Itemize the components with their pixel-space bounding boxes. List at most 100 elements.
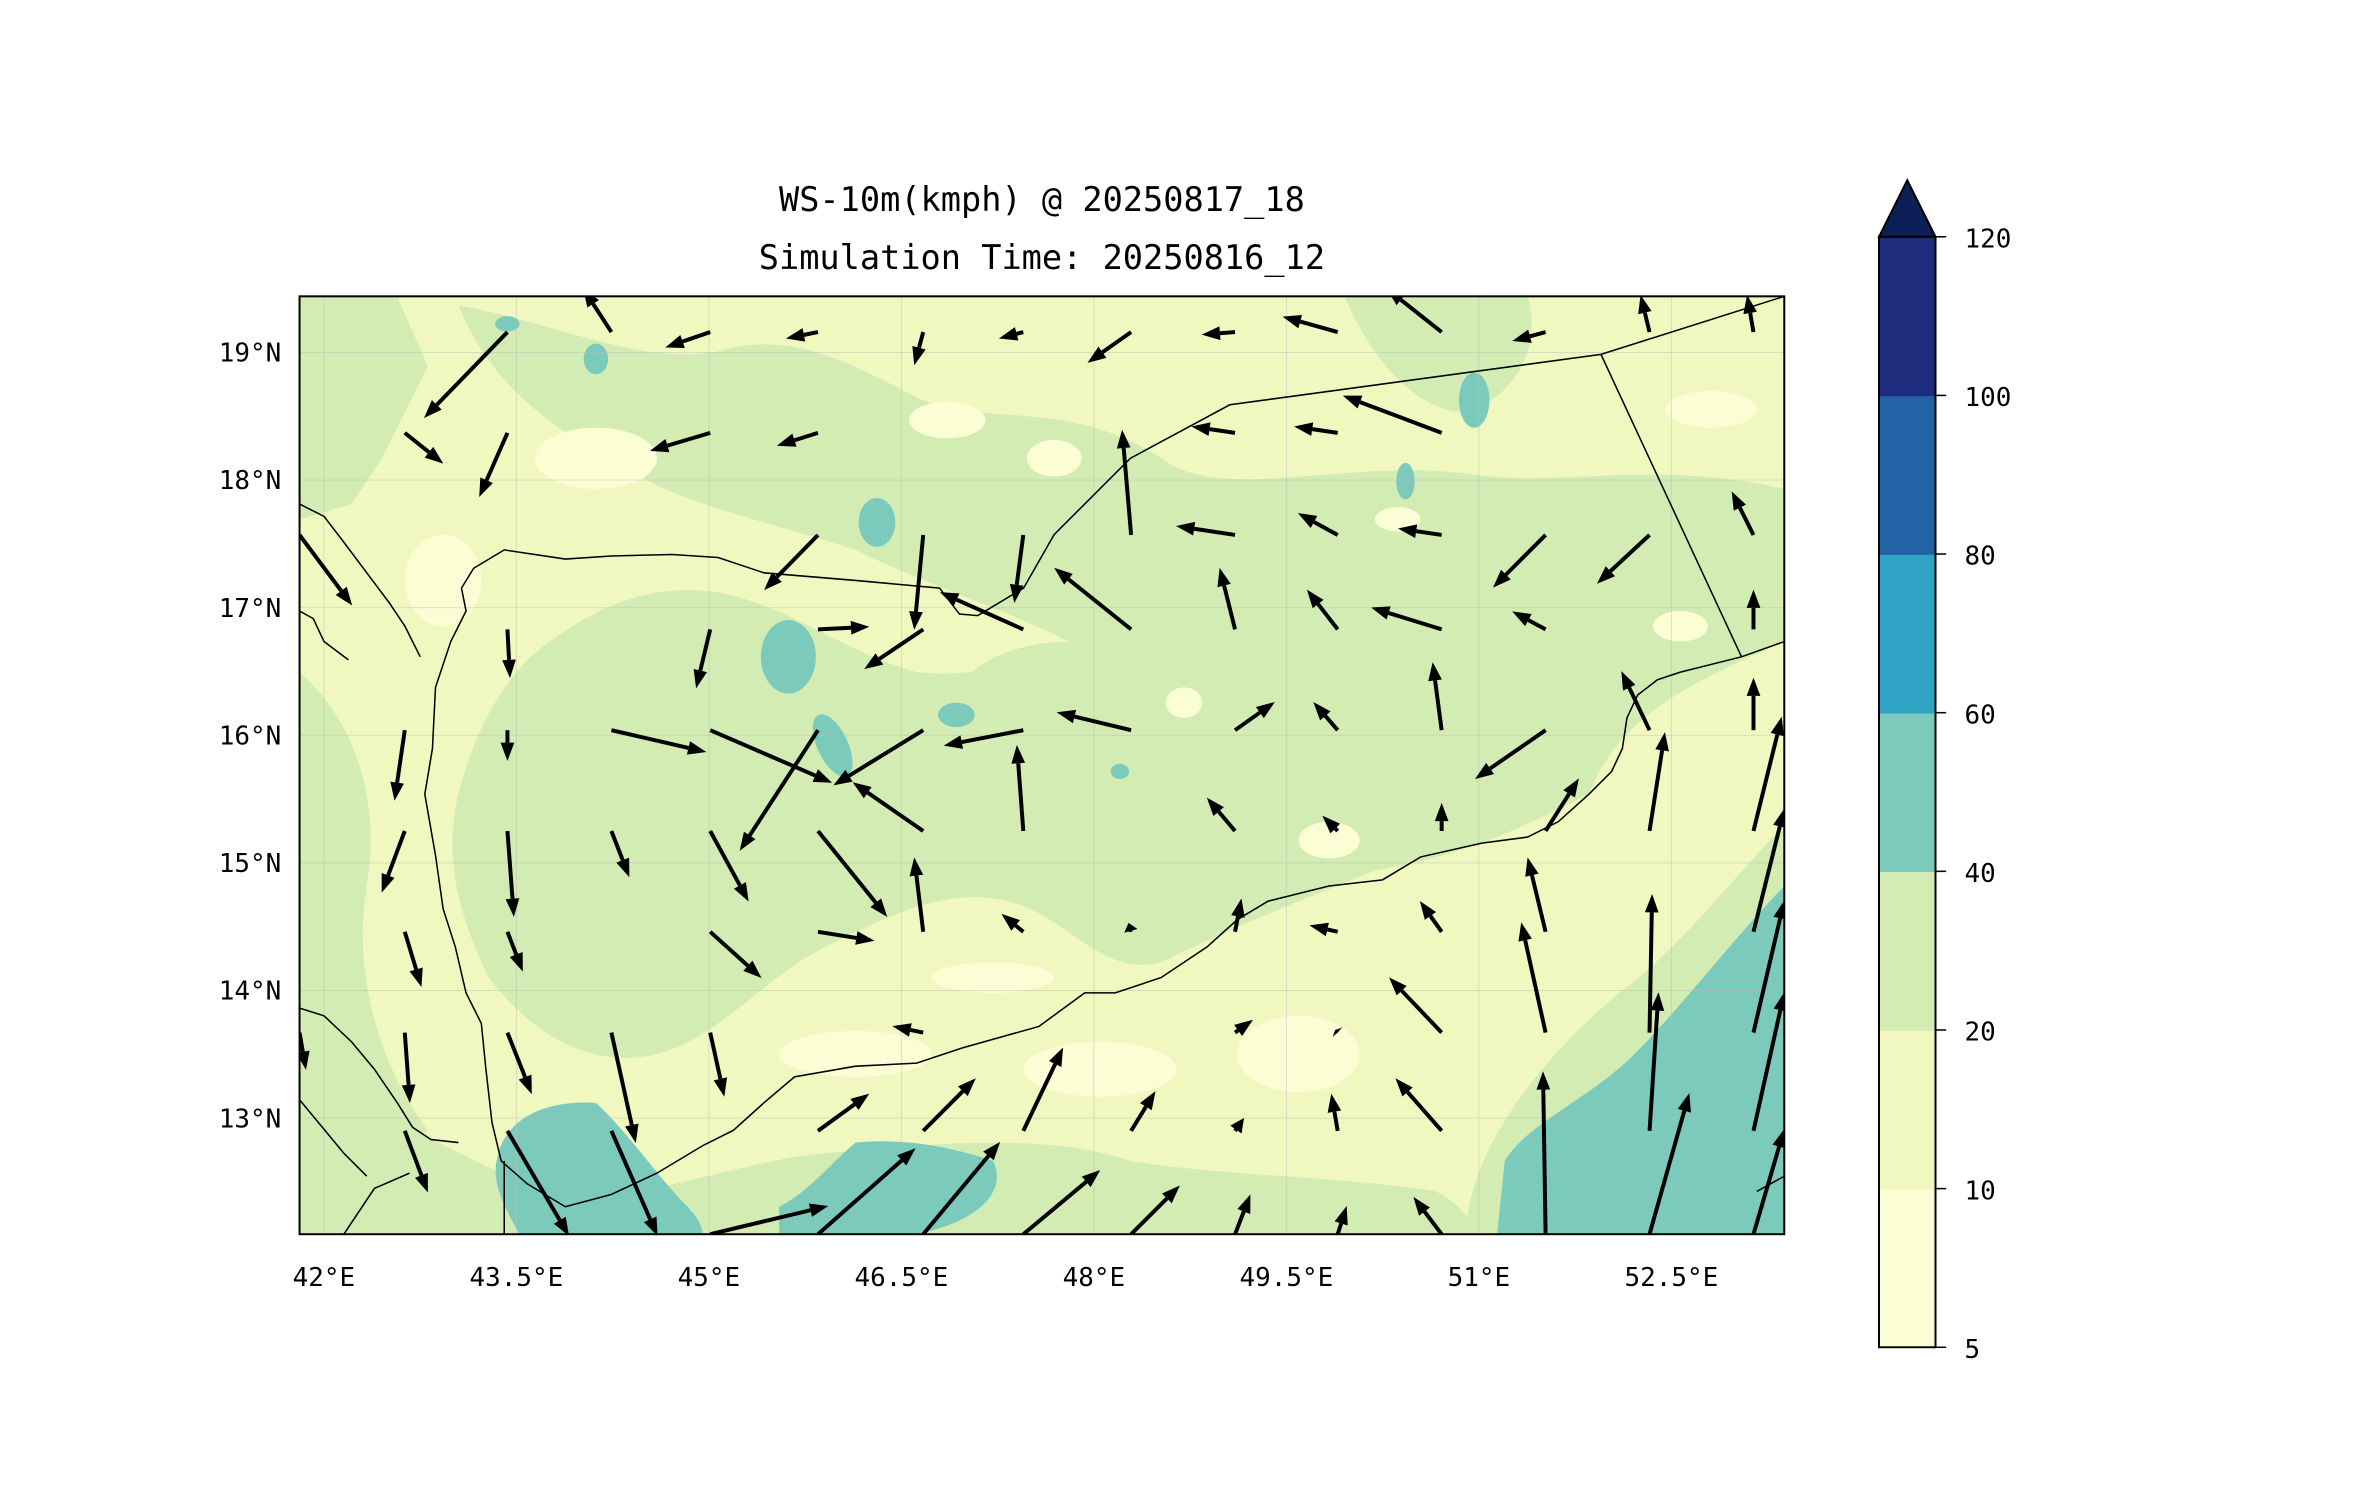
wind-arrow-head	[958, 1078, 976, 1097]
socotra-coast	[1756, 1175, 1785, 1193]
wind-arrow-shaft	[681, 330, 711, 344]
wind-arrow-head	[713, 1077, 728, 1097]
wind-arrow	[1191, 422, 1236, 436]
wind-arrow	[1124, 922, 1138, 933]
wind-arrow-shaft	[609, 830, 625, 861]
wind-arrow-shaft	[1400, 989, 1444, 1034]
wind-arrow	[739, 729, 820, 851]
wind-arrow	[1297, 513, 1339, 537]
wind-arrow-shaft	[775, 533, 820, 579]
wind-arrow-head	[1773, 992, 1785, 1012]
colorbar-segment	[1878, 1029, 1936, 1190]
wind-arrow-shaft	[698, 628, 713, 672]
wind-arrow	[1751, 716, 1784, 832]
wind-arrow-shaft	[402, 1032, 411, 1086]
wind-arrow-shaft	[709, 728, 817, 778]
wind-arrow	[1282, 314, 1339, 334]
wind-arrow-shaft	[1022, 1180, 1088, 1235]
wind-arrow	[764, 533, 820, 591]
wind-arrow-head	[1655, 732, 1669, 752]
wind-arrow-head	[1054, 567, 1073, 585]
wind-arrow-head	[983, 1141, 1001, 1161]
wind-arrow-shaft	[1751, 917, 1783, 1034]
wind-arrow-head	[1536, 1071, 1551, 1090]
wind-arrow	[505, 931, 523, 972]
wind-arrow-head	[1140, 1091, 1156, 1111]
wind-arrow-head	[852, 782, 872, 799]
wind-arrow-head	[409, 967, 423, 987]
y-tick-label: 19°N	[219, 339, 282, 369]
colorbar-tick-label: 120	[1965, 224, 2012, 254]
wind-arrow-head	[776, 433, 797, 447]
wind-arrow	[1428, 662, 1444, 731]
wind-arrow-shaft	[1121, 447, 1134, 536]
wind-arrow-shaft	[1101, 330, 1133, 354]
wind-arrow	[1206, 797, 1237, 833]
wind-arrow-shaft	[1332, 1111, 1340, 1132]
wind-vectors	[299, 296, 1785, 1235]
wind-arrow-head	[1428, 662, 1442, 682]
wind-arrow	[1512, 611, 1547, 632]
wind-arrow-head	[1234, 1019, 1254, 1037]
wind-arrow	[609, 1130, 658, 1235]
wind-arrow-head	[1770, 716, 1784, 737]
wind-arrow-head	[299, 1050, 310, 1070]
wind-arrow	[381, 830, 407, 893]
wind-arrow	[1054, 567, 1133, 631]
wind-arrow-head	[390, 781, 404, 801]
wind-arrow-shaft	[1359, 400, 1443, 435]
wind-arrow	[1233, 1194, 1251, 1235]
wind-arrow	[1391, 296, 1443, 334]
wind-arrow-shaft	[402, 1130, 424, 1176]
wind-arrow	[939, 592, 1025, 632]
wind-arrow	[816, 829, 888, 917]
wind-arrow	[1398, 524, 1442, 539]
x-axis-ticks: 42°E 43.5°E 45°E 46.5°E 48°E 49.5°E 51°E 52.5°E	[293, 1263, 1719, 1293]
wind-arrow-shaft	[610, 728, 689, 750]
wind-arrow	[1536, 1071, 1551, 1235]
wind-arrow-head	[1217, 567, 1231, 588]
wind-arrow-shaft	[1233, 916, 1240, 933]
wind-arrow-head	[850, 1093, 870, 1110]
wind-arrow-head	[1309, 922, 1329, 937]
wind-arrow-head	[415, 1172, 428, 1193]
wind-arrow-shaft	[816, 1158, 904, 1235]
wind-arrow-head	[1518, 922, 1532, 942]
wind-arrow-head	[864, 653, 884, 670]
wind-arrow-head	[1124, 922, 1138, 933]
wind-arrow-head	[1434, 802, 1449, 822]
wind-arrow-head	[892, 1023, 912, 1037]
wind-arrow-head	[909, 611, 923, 630]
wind-arrow-head	[584, 296, 599, 308]
wind-arrow-head	[424, 400, 442, 419]
y-tick-label: 16°N	[219, 721, 282, 751]
wind-arrow-shaft	[505, 931, 519, 956]
wind-arrow	[1294, 422, 1338, 436]
wind-arrow-shaft	[1647, 912, 1654, 1033]
wind-arrow	[833, 728, 925, 786]
wind-arrow-head	[912, 345, 926, 366]
wind-arrow-shaft	[1527, 618, 1547, 632]
colorbar-segment	[1878, 554, 1936, 714]
wind-arrow-shaft	[1647, 1010, 1660, 1131]
wind-arrow	[390, 729, 407, 801]
wind-arrow-head	[1371, 606, 1391, 620]
wind-arrow	[1419, 900, 1444, 933]
wind-arrow-head	[1644, 894, 1659, 913]
wind-arrow-shaft	[1129, 1197, 1169, 1235]
wind-arrow-head	[381, 873, 395, 893]
wind-arrow	[785, 328, 819, 342]
wind-arrow-head	[1255, 701, 1275, 719]
wind-arrow-shaft	[1748, 312, 1756, 333]
wind-arrow	[424, 330, 509, 419]
wind-arrow	[1332, 1027, 1343, 1038]
wind-arrow	[1413, 1197, 1444, 1235]
wind-arrow	[912, 331, 926, 366]
wind-arrow-head	[1512, 611, 1532, 627]
wind-arrow-head	[1009, 583, 1024, 603]
wind-arrow	[1525, 857, 1548, 933]
wind-arrow	[817, 929, 875, 945]
wind-arrow	[1746, 589, 1761, 630]
wind-arrow-shaft	[1311, 427, 1338, 435]
wind-arrow-shaft	[1233, 1028, 1240, 1035]
